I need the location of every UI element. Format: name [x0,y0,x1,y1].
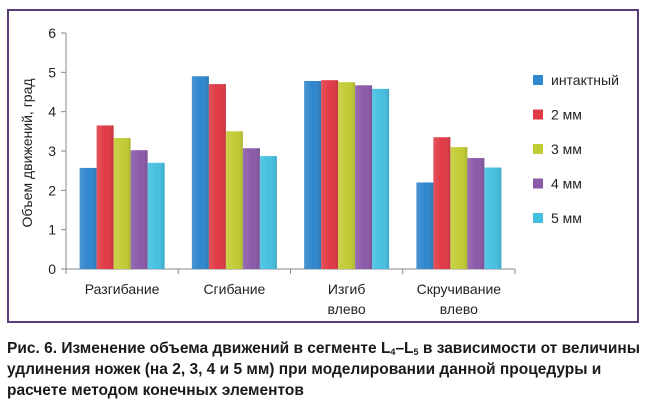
caption-dash: –L [395,340,414,357]
legend-label: интактный [551,72,619,88]
bar-shading [96,125,114,269]
y-tick-label: 3 [48,143,56,159]
legend-label: 4 мм [551,176,582,192]
legend-swatch [533,178,543,189]
category-label: Разгибание [85,281,160,297]
caption-text-start: Рис. 6. Изменение объема движений в сегм… [7,340,391,357]
bar-shading [208,84,226,269]
bar-shading [147,162,165,269]
legend-swatch [533,213,543,223]
y-tick-label: 2 [48,182,56,198]
y-tick-label: 6 [48,25,56,41]
legend-label: 5 мм [551,210,582,226]
bar-shading [484,167,502,269]
bar-shading [372,88,390,269]
bar-chart: 0 1 2 3 4 5 6 Объем движений, град Разгибание Сг… [19,25,619,317]
bar-shading [304,80,322,269]
caption-text-end: в зависимости от величины удлинения ноже… [7,340,641,399]
category-label: Изгиб [328,281,365,297]
bar-shading [433,137,451,269]
legend-swatch [533,75,543,85]
bar-shading [450,147,468,269]
bar-shading [321,80,339,269]
y-tick-label: 1 [48,222,56,238]
y-axis-title: Объем движений, град [19,78,35,227]
bar-shading [191,76,209,270]
bar-shading [242,148,260,269]
bar-shading [225,131,243,269]
legend-label: 3 мм [551,141,582,157]
chart-frame: 0 1 2 3 4 5 6 Объем движений, град Разгибание Сг… [7,9,639,323]
y-tick-label: 5 [48,64,56,80]
category-label: влево [328,301,366,317]
bar-shading [355,85,373,270]
bar-shading [113,138,131,269]
bar-shading [416,182,434,269]
legend-swatch [533,144,543,154]
category-label: Скручивание [417,281,502,297]
category-label: Сгибание [203,281,265,297]
category-label: влево [440,301,478,317]
figure-caption: Рис. 6. Изменение объема движений в сегм… [7,338,641,401]
legend-label: 2 мм [551,107,582,123]
bar-shading [259,156,277,269]
y-tick-label: 0 [48,261,56,277]
bar-shading [79,167,97,269]
bar-shading [338,82,356,270]
caption-subscript-4: 4 [390,347,396,357]
bar-shading [467,158,485,269]
y-tick-label: 4 [48,104,56,120]
legend-swatch [533,109,543,120]
caption-subscript-5: 5 [413,347,419,357]
bar-shading [130,150,148,269]
